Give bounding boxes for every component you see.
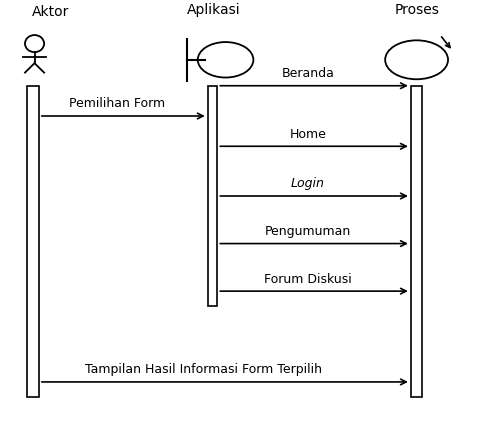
Text: Tampilan Hasil Informasi Form Terpilih: Tampilan Hasil Informasi Form Terpilih [85,363,322,376]
Bar [410,86,422,397]
Text: Login: Login [290,177,324,191]
Text: Proses: Proses [393,3,438,17]
Text: Beranda: Beranda [281,67,333,80]
Text: Forum Diskusi: Forum Diskusi [263,273,351,285]
Text: Pemilihan Form: Pemilihan Form [69,97,165,110]
Text: Pengumuman: Pengumuman [264,225,350,238]
Text: Aktor: Aktor [32,5,69,19]
Text: Aplikasi: Aplikasi [186,3,240,17]
Bar [207,86,217,306]
Text: Home: Home [289,127,326,141]
Bar [27,86,39,397]
